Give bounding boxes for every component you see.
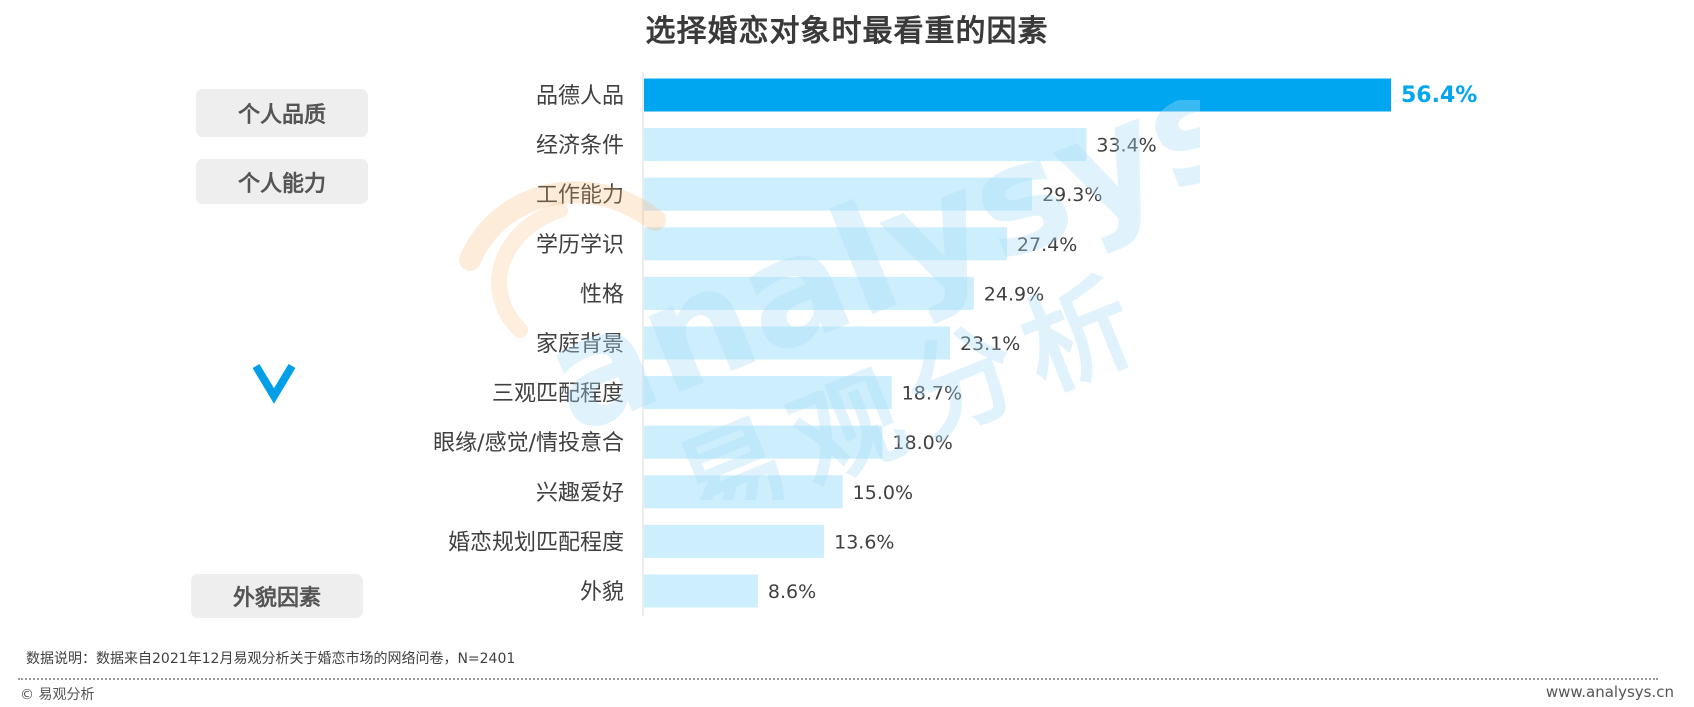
value-label: 8.6%	[768, 581, 816, 603]
bar	[644, 78, 1391, 112]
footer-divider	[18, 678, 1658, 680]
category-label: 工作能力	[536, 183, 624, 208]
website-url: www.analysys.cn	[1545, 683, 1674, 701]
bar	[644, 376, 892, 410]
bar	[644, 425, 883, 459]
value-label: 18.7%	[902, 383, 962, 405]
group-label-personal-quality: 个人品质	[196, 89, 368, 137]
bar	[644, 276, 974, 310]
category-label: 眼缘/感觉/情投意合	[433, 431, 624, 456]
bar-chart: 品德人品 56.4% 经济条件 33.4% 工作能力 29.3% 学历学识 27.4% 性格 24…	[433, 72, 1477, 616]
value-label: 56.4%	[1401, 83, 1477, 108]
value-label: 24.9%	[984, 283, 1044, 305]
group-label-appearance: 外貌因素	[191, 574, 363, 618]
value-label: 29.3%	[1042, 184, 1102, 206]
category-label: 外貌	[580, 580, 624, 605]
chevron-down-icon	[252, 363, 296, 404]
data-source-note: 数据说明：数据来自2021年12月易观分析关于婚恋市场的网络问卷，N=2401	[26, 651, 516, 667]
value-label: 27.4%	[1017, 234, 1077, 256]
category-label: 性格	[580, 282, 624, 307]
value-label: 33.4%	[1096, 135, 1156, 157]
bar	[644, 574, 758, 608]
bar	[644, 475, 843, 509]
group-label-personal-ability: 个人能力	[196, 159, 368, 204]
category-label: 兴趣爱好	[536, 481, 624, 506]
category-label: 品德人品	[536, 84, 624, 109]
category-label: 三观匹配程度	[492, 382, 624, 407]
category-label: 婚恋规划匹配程度	[448, 530, 624, 555]
bar	[644, 326, 950, 360]
value-label: 18.0%	[892, 432, 952, 454]
bar	[644, 177, 1033, 211]
bar	[644, 128, 1087, 162]
category-label: 学历学识	[536, 233, 624, 258]
copyright-text: © 易观分析	[20, 687, 95, 703]
category-label: 经济条件	[536, 134, 624, 159]
value-label: 23.1%	[960, 333, 1020, 355]
bar	[644, 524, 825, 558]
category-label: 家庭背景	[536, 332, 624, 357]
value-label: 13.6%	[834, 531, 894, 553]
bar	[644, 227, 1007, 261]
chart-title: 选择婚恋对象时最看重的因素	[645, 14, 1049, 49]
value-label: 15.0%	[853, 482, 913, 504]
